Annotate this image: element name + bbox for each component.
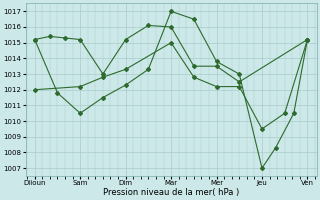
X-axis label: Pression niveau de la mer( hPa ): Pression niveau de la mer( hPa )	[103, 188, 239, 197]
